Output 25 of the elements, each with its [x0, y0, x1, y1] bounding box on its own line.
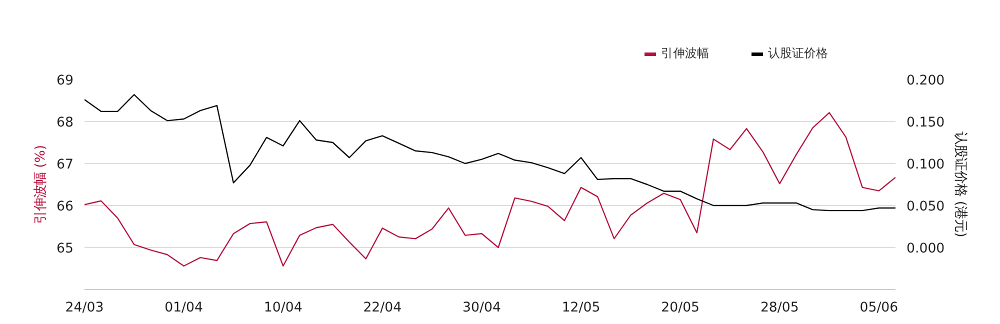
- y-tick-label: 69: [56, 74, 74, 88]
- x-tick-label: 22/04: [363, 300, 402, 316]
- y-tick-label: 67: [56, 158, 74, 172]
- y-tick-label: 68: [56, 116, 74, 130]
- y2-tick-label: 0.200: [906, 74, 945, 88]
- x-tick-label: 20/05: [661, 300, 700, 316]
- line-series: [84, 112, 896, 267]
- y-axis-title: 引伸波幅 (%): [34, 144, 49, 224]
- x-tick-label: 01/04: [164, 300, 204, 316]
- line-series: [84, 94, 896, 212]
- x-tick-label: 10/04: [264, 300, 302, 316]
- x-tick-label: 30/04: [462, 300, 501, 316]
- y2-axis-title: 认股证价格 (港元): [952, 132, 968, 238]
- y2-tick-label: 0.000: [906, 242, 945, 256]
- y-tick-label: 65: [56, 242, 74, 256]
- x-tick-label: 28/05: [760, 300, 799, 316]
- x-tick-label: 05/06: [860, 300, 898, 316]
- y-tick-label: 66: [56, 200, 74, 214]
- legend-label: 认股证价格: [768, 45, 829, 62]
- y2-tick-label: 0.100: [906, 158, 945, 172]
- y2-tick-label: 0.150: [906, 116, 945, 130]
- y2-tick-label: 0.050: [906, 200, 945, 214]
- x-tick-label: 24/03: [65, 300, 104, 316]
- x-tick-label: 12/05: [562, 300, 600, 316]
- legend-label: 引伸波幅: [661, 45, 710, 62]
